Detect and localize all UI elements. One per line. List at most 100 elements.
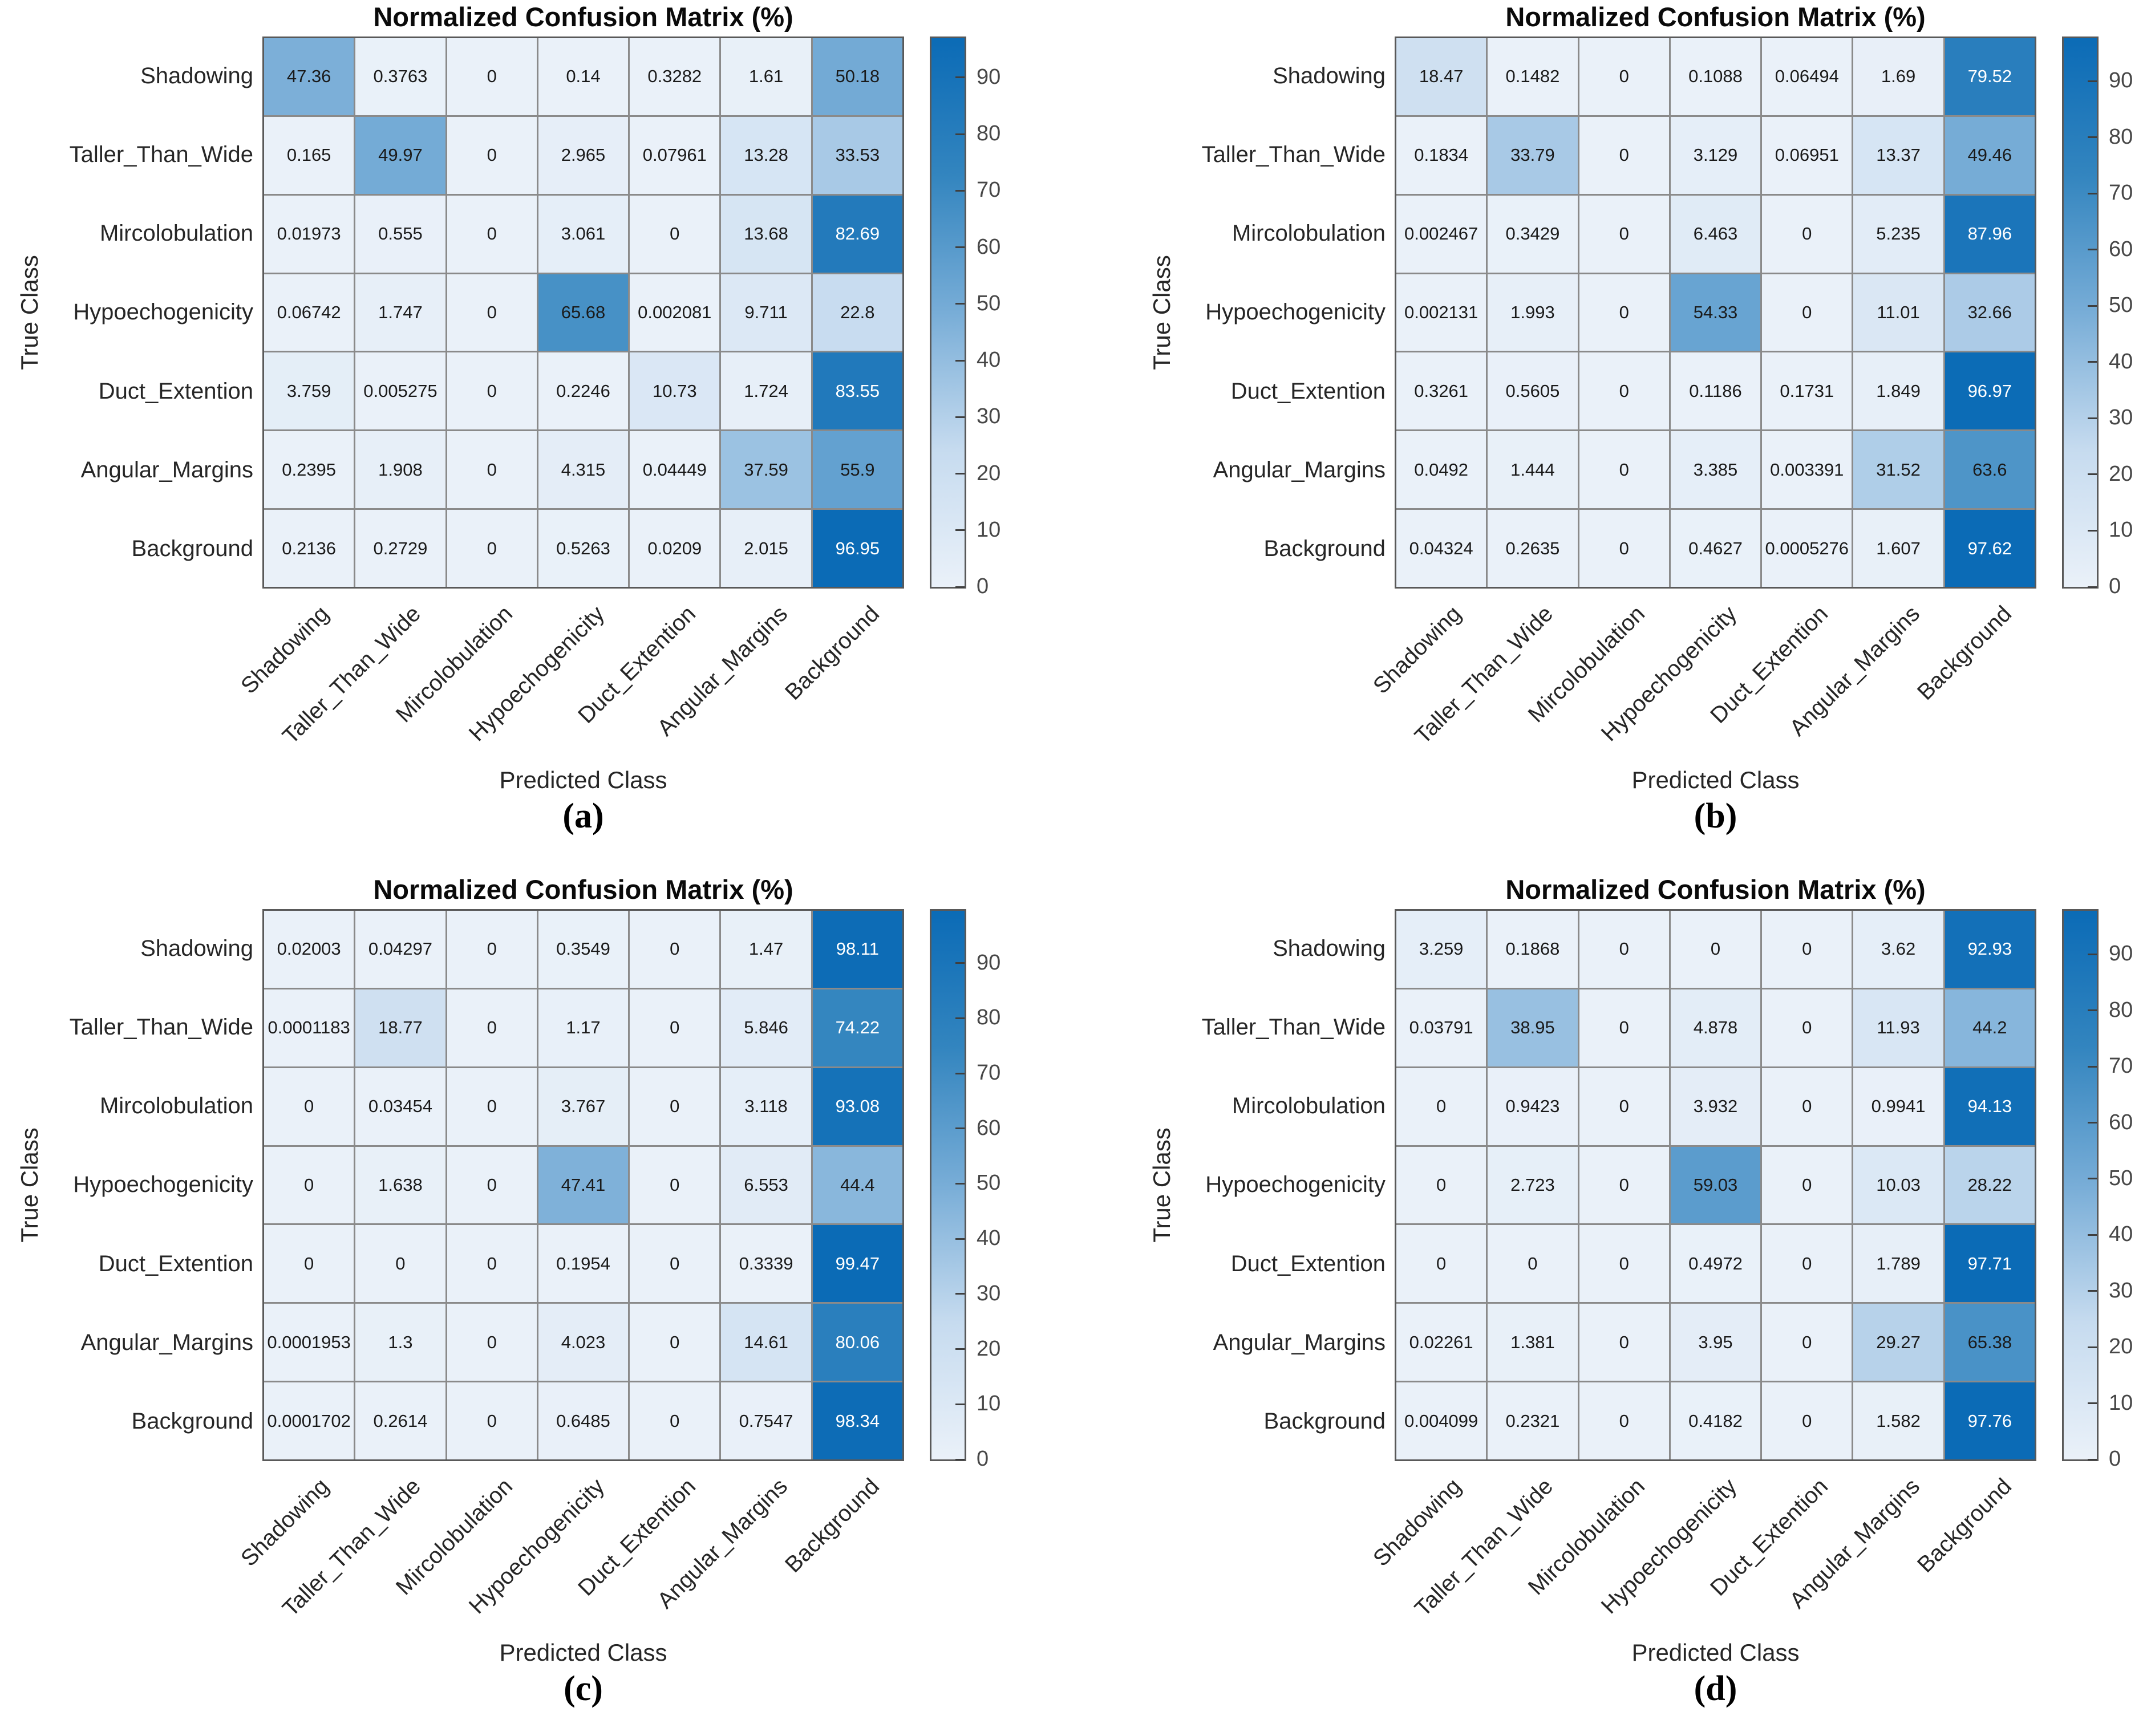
heatmap-cell: 0 [447, 1382, 537, 1459]
heatmap-cell: 0 [1762, 274, 1852, 351]
heatmap-cell: 0 [630, 195, 720, 273]
colorbar-tick-mark [2088, 192, 2097, 194]
heatmap-cell: 0.555 [355, 195, 445, 273]
heatmap-cell: 0 [1579, 989, 1669, 1066]
heatmap-cell: 0.04297 [355, 911, 445, 988]
heatmap-cell: 2.723 [1488, 1146, 1578, 1224]
y-tick-label: Angular_Margins [1213, 457, 1386, 482]
colorbar-tick-mark [955, 1238, 965, 1240]
heatmap-cell: 83.55 [812, 352, 902, 430]
heatmap-cell: 0 [447, 1146, 537, 1224]
colorbar-tick-mark [2088, 1458, 2097, 1461]
y-tick-label: Duct_Extention [98, 378, 253, 404]
heatmap-cell: 0.03454 [355, 1068, 445, 1145]
colorbar-tick-label: 60 [977, 1116, 1001, 1140]
heatmap-cell: 13.37 [1853, 116, 1943, 194]
x-tick-label: Background [1912, 601, 2016, 705]
heatmap-cell: 0 [1579, 352, 1669, 430]
colorbar-tick-label: 90 [2109, 942, 2133, 966]
x-tick-label: Hypoechogenicity [1596, 601, 1741, 747]
panel-title: Normalized Confusion Matrix (%) [1505, 874, 1926, 904]
colorbar-tick-label: 40 [977, 348, 1001, 372]
colorbar-tick-mark [2088, 136, 2097, 139]
heatmap-cell: 0 [1579, 1382, 1669, 1459]
heatmap-cell: 13.68 [721, 195, 811, 273]
heatmap-cell: 33.53 [812, 116, 902, 194]
heatmap-cell: 3.061 [538, 195, 629, 273]
heatmap-cell: 44.4 [812, 1146, 902, 1224]
y-tick-label: Background [131, 536, 253, 562]
heatmap-cell: 74.22 [812, 989, 902, 1066]
x-tick-label: Shadowing [236, 601, 334, 699]
heatmap-cell: 59.03 [1670, 1146, 1761, 1224]
heatmap-cell: 0.5263 [538, 510, 629, 587]
heatmap-cell: 0 [1579, 195, 1669, 273]
colorbar-tick-mark [2088, 417, 2097, 419]
y-tick-label: Mircolobulation [99, 1093, 253, 1119]
colorbar-tick-label: 70 [977, 1061, 1001, 1085]
y-tick-label: Shadowing [1273, 935, 1386, 961]
colorbar-tick-mark [2088, 1346, 2097, 1348]
colorbar-tick-mark [955, 246, 965, 249]
colorbar-tick-label: 50 [977, 1171, 1001, 1195]
colorbar-tick-label: 90 [977, 950, 1001, 975]
colorbar-tick-mark [2088, 1234, 2097, 1236]
panel-caption: (c) [564, 1669, 603, 1708]
heatmap-cell: 1.47 [721, 911, 811, 988]
y-tick-label: Mircolobulation [99, 221, 253, 246]
x-tick-label: Background [1912, 1474, 2016, 1578]
heatmap-cell: 1.724 [721, 352, 811, 430]
heatmap-cell: 93.08 [812, 1068, 902, 1145]
heatmap-cell: 0.0001702 [264, 1382, 354, 1459]
heatmap-cell: 0.0492 [1396, 431, 1486, 509]
y-tick-label: Hypoechogenicity [73, 1172, 253, 1198]
heatmap-cell: 0 [1579, 1068, 1669, 1145]
x-tick-label: Duct_Extention [573, 601, 701, 728]
colorbar-tick-label: 10 [2109, 518, 2133, 542]
colorbar-tick-mark [955, 1127, 965, 1130]
x-tick-label: Angular_Margins [1785, 601, 1925, 741]
heatmap-cell: 3.129 [1670, 116, 1761, 194]
heatmap-cell: 11.01 [1853, 274, 1943, 351]
colorbar-tick-mark [2088, 80, 2097, 82]
heatmap-cell: 0.3549 [538, 911, 629, 988]
y-tick-label: Shadowing [140, 935, 253, 961]
heatmap-cell: 0.003391 [1762, 431, 1852, 509]
panel-caption: (d) [1694, 1669, 1737, 1708]
heatmap-cell: 0 [264, 1068, 354, 1145]
heatmap-cell: 1.3 [355, 1304, 445, 1381]
colorbar [930, 909, 966, 1461]
heatmap-cell: 3.259 [1396, 911, 1486, 988]
heatmap-grid: 47.36 0.3763 0 0.14 0.3282 1.61 50.18 0.165 49.9… [262, 36, 904, 589]
heatmap-cell: 4.878 [1670, 989, 1761, 1066]
heatmap-cell: 0.3261 [1396, 352, 1486, 430]
x-tick-label: Duct_Extention [1706, 601, 1833, 728]
heatmap-cell: 0.2635 [1488, 510, 1578, 587]
y-tick-label: Shadowing [140, 63, 253, 88]
heatmap-cell: 0 [1579, 116, 1669, 194]
y-tick-label: Taller_Than_Wide [69, 141, 253, 167]
heatmap-cell: 0 [447, 274, 537, 351]
colorbar [2062, 909, 2099, 1461]
colorbar-tick-mark [955, 1293, 965, 1295]
colorbar-tick-mark [955, 1182, 965, 1185]
colorbar-tick-label: 70 [2109, 1054, 2133, 1078]
colorbar-tick-mark [2088, 586, 2097, 588]
heatmap-cell: 0 [1762, 195, 1852, 273]
heatmap-cell: 10.73 [630, 352, 720, 430]
heatmap-cell: 54.33 [1670, 274, 1761, 351]
heatmap-cell: 0.01973 [264, 195, 354, 273]
colorbar-tick-label: 70 [977, 178, 1001, 202]
heatmap-cell: 11.93 [1853, 989, 1943, 1066]
heatmap-cell: 0.06951 [1762, 116, 1852, 194]
heatmap-cell: 0.4972 [1670, 1225, 1761, 1303]
heatmap-cell: 0.1186 [1670, 352, 1761, 430]
colorbar-tick-label: 40 [2109, 1222, 2133, 1247]
heatmap-cell: 3.759 [264, 352, 354, 430]
y-tick-label: Duct_Extention [98, 1251, 253, 1276]
y-tick-label: Background [1263, 1409, 1386, 1434]
colorbar-tick-mark [955, 1017, 965, 1019]
colorbar-tick-mark [2088, 1290, 2097, 1292]
x-tick-label: Hypoechogenicity [464, 601, 609, 747]
y-tick-label: Angular_Margins [80, 1329, 253, 1355]
